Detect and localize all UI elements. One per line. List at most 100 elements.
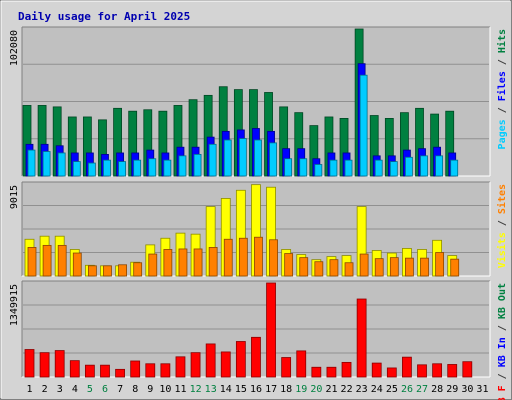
x-tick-label: 14 [220,384,232,395]
bar-sites [103,265,112,277]
bar-kb-f [205,343,216,378]
x-tick-label: 26 [401,384,413,395]
bar-kb-f [386,367,397,378]
x-tick-label: 31 [476,384,488,395]
bar-pages [329,159,338,177]
side-legend-part: Visits [496,232,508,268]
x-tick-label: 11 [174,384,186,395]
bar-pages [450,159,459,177]
y-max-label: 102080 [9,30,20,66]
bar-sites [42,244,52,277]
bar-sites [450,258,460,277]
side-legend-part: / [497,319,508,337]
bar-sites [133,262,143,277]
bar-pages [223,139,232,177]
side-legend: Visits / Sites [496,184,508,268]
bar-sites [57,244,67,277]
bar-kb-f [432,363,443,378]
x-tick-label: 23 [356,384,368,395]
bar-pages [133,159,142,177]
x-tick-label: 22 [341,384,353,395]
bar-kb-f [54,350,65,378]
bar-pages [27,149,36,177]
x-tick-label: 2 [42,384,48,395]
bar-pages [374,159,383,177]
bar-kb-f [296,350,307,378]
bar-sites [87,265,97,277]
bar-sites [118,264,127,277]
bar-sites [269,239,278,277]
bar-pages [389,161,398,177]
x-tick-label: 16 [250,384,262,395]
x-tick-label: 10 [159,384,171,395]
x-tick-label: 18 [280,384,292,395]
bar-kb-f [266,282,276,378]
bar-pages [208,143,217,177]
side-legend-part: / [497,214,508,232]
bar-sites [254,236,263,277]
bar-pages [178,155,187,177]
bar-kb-f [371,362,382,378]
side-legend-part: Files [496,71,508,101]
side-legend-part: Hits [496,29,508,53]
bar-pages [269,142,277,177]
bar-sites [329,259,339,277]
bar-kb-f [235,341,246,378]
bar-sites [163,249,173,277]
x-tick-label: 15 [235,384,247,395]
x-tick-label: 8 [132,384,138,395]
bar-kb-f [417,364,427,378]
bar-pages [72,161,81,177]
bar-pages [193,153,202,177]
bar-kb-f [115,368,125,378]
chart-title: Daily usage for April 2025 [18,10,190,23]
x-tick-label: 7 [117,384,123,395]
bar-pages [42,151,51,177]
side-legend: KB F / KB In / KB Out [497,283,508,400]
x-tick-label: 1 [27,384,33,395]
bar-pages [405,156,413,177]
bar-pages [435,155,444,177]
bar-kb-f [145,363,156,378]
x-tick-label: 17 [265,384,277,395]
bar-kb-f [175,356,186,378]
bar-kb-f [447,364,458,378]
bar-sites [208,247,218,277]
bar-pages [254,139,262,177]
x-tick-label: 19 [295,384,307,395]
side-legend-part: / [497,367,508,385]
bar-sites [359,253,369,277]
x-tick-label: 20 [310,384,322,395]
x-tick-label: 3 [57,384,63,395]
bar-sites [405,257,414,277]
bar-kb-f [281,357,292,378]
side-legend-part: KB In [497,337,508,367]
x-tick-label: 29 [446,384,458,395]
bar-sites [178,248,188,277]
x-tick-label: 5 [87,384,93,395]
bar-pages [118,161,126,177]
bar-pages [148,158,157,177]
side-legend: Pages / Files / Hits [496,29,508,149]
bar-kb-f [84,364,95,378]
bar-pages [344,159,353,177]
bar-pages [420,155,428,177]
bar-sites [284,253,294,277]
bar-sites [27,247,37,277]
bar-sites [193,248,203,277]
x-tick-label: 21 [325,384,337,395]
bar-kb-f [402,356,412,378]
y-max-label: 1349915 [9,284,20,326]
bar-sites [148,253,158,277]
bar-sites [238,237,248,277]
bar-sites [344,262,354,277]
x-tick-label: 12 [190,384,202,395]
bar-kb-f [326,366,337,378]
x-tick-label: 30 [461,384,473,395]
bar-pages [163,159,172,177]
bar-kb-f [220,351,231,378]
bar-sites [72,252,82,277]
x-tick-label: 28 [431,384,443,395]
bar-pages [359,74,368,177]
x-tick-label: 25 [386,384,398,395]
